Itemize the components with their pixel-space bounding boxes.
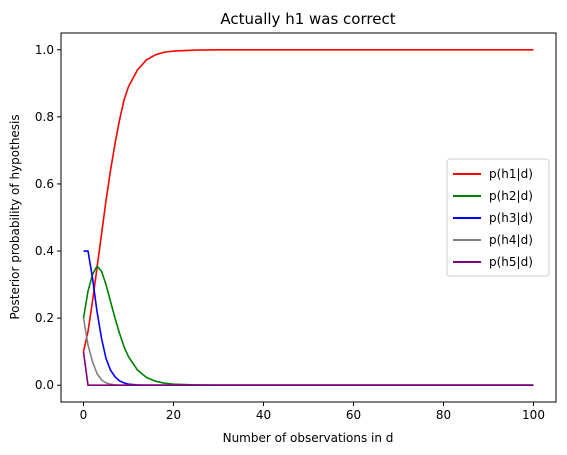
legend-label: p(h2|d) [489,189,533,203]
chart-title: Actually h1 was correct [220,10,395,28]
legend-label: p(h1|d) [489,167,533,181]
y-tick-label: 1.0 [35,43,54,57]
legend-label: p(h5|d) [489,255,533,269]
series-line-1 [82,48,534,352]
y-axis-label: Posterior probability of hypothesis [8,114,22,319]
legend-frame [446,158,550,277]
x-tick-label: 60 [346,408,361,422]
y-axis-ticks: 0.0 0.2 0.4 0.6 0.8 1.0 [35,43,61,392]
y-tick-label: 0.6 [35,177,54,191]
y-tick-label: 0.2 [35,311,54,325]
series-layer [82,48,534,387]
y-tick-label: 0.0 [35,378,54,392]
x-tick-label: 40 [256,408,271,422]
y-tick-label: 0.8 [35,110,54,124]
plot-frame [60,32,557,403]
legend-items: p(h1|d) p(h2|d) p(h3|d) p(h4|d) p(h5|d) [453,167,533,269]
x-tick-label: 0 [80,408,88,422]
x-axis-label: Number of observations in d [223,431,394,445]
legend-label: p(h4|d) [489,233,533,247]
x-axis-ticks: 0 20 40 60 80 100 [80,402,545,422]
legend: p(h1|d) p(h2|d) p(h3|d) p(h4|d) p(h5|d) [446,158,550,277]
x-tick-label: 20 [166,408,181,422]
x-tick-label: 80 [436,408,451,422]
series-line-5 [82,351,534,387]
y-tick-label: 0.4 [35,244,54,258]
x-tick-label: 100 [522,408,545,422]
legend-label: p(h3|d) [489,211,533,225]
